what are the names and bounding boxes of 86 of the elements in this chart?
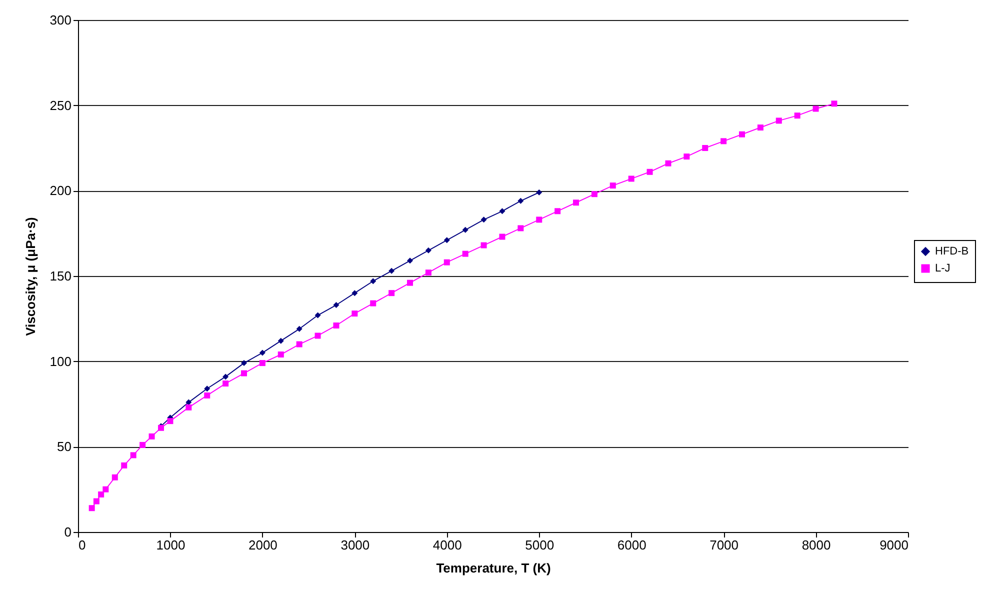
y-tick-label: 50	[57, 439, 72, 454]
point	[296, 341, 302, 348]
point	[462, 226, 468, 233]
point	[259, 350, 266, 356]
point	[259, 360, 266, 366]
y-tick-label: 200	[50, 183, 72, 198]
point	[112, 474, 118, 480]
point	[591, 191, 598, 198]
point	[204, 392, 210, 398]
point	[388, 268, 395, 274]
point	[241, 360, 247, 366]
point	[121, 462, 128, 468]
point	[554, 208, 561, 214]
point	[93, 498, 100, 504]
y-axis-title: Viscosity, μ (μPa·s)	[22, 217, 38, 336]
point	[407, 258, 413, 264]
x-tick-label: 9000	[880, 538, 908, 552]
legend-label: L-J	[935, 262, 950, 274]
x-tick-label: 8000	[802, 538, 831, 552]
point	[518, 225, 524, 232]
point	[444, 237, 450, 244]
point	[536, 189, 542, 196]
point	[610, 182, 616, 189]
point	[757, 124, 764, 131]
x-tick-label: 5000	[525, 538, 554, 552]
point	[314, 332, 321, 339]
point	[352, 310, 358, 317]
y-tick-label: 0	[64, 524, 72, 540]
x-tick-label: 0	[78, 538, 86, 552]
point	[352, 290, 358, 296]
point	[536, 216, 542, 223]
y-tick-label: 100	[50, 354, 72, 369]
point	[812, 106, 819, 112]
point	[278, 338, 284, 344]
point	[102, 486, 109, 492]
point	[130, 452, 136, 458]
point	[480, 216, 487, 223]
point	[222, 380, 229, 387]
point	[370, 300, 376, 306]
point	[425, 270, 432, 276]
point	[499, 234, 506, 240]
point	[370, 278, 376, 284]
x-axis-title: Temperature, T (K)	[436, 560, 551, 576]
point	[794, 112, 800, 119]
y-tick-label: 250	[50, 98, 72, 113]
point	[739, 131, 745, 138]
point	[444, 259, 450, 266]
point	[333, 302, 340, 308]
point	[776, 118, 782, 124]
x-tick-label: 2000	[248, 538, 278, 552]
x-tick-label: 3000	[340, 538, 370, 552]
point	[314, 312, 321, 318]
point	[702, 145, 708, 151]
point	[167, 418, 174, 424]
point	[204, 386, 210, 392]
point	[186, 404, 192, 410]
point	[573, 200, 579, 206]
point	[518, 198, 524, 204]
point	[333, 322, 340, 328]
point	[140, 442, 146, 448]
x-tick-label: 6000	[617, 538, 646, 552]
point	[241, 370, 247, 376]
point	[646, 168, 653, 175]
point	[88, 505, 95, 512]
point	[222, 374, 229, 380]
point	[684, 154, 690, 160]
point	[148, 433, 155, 440]
point	[831, 100, 838, 107]
point	[425, 247, 432, 254]
point	[480, 242, 487, 248]
point	[98, 491, 104, 498]
point	[407, 280, 413, 286]
point	[665, 160, 672, 166]
y-tick-label: 150	[50, 268, 72, 284]
y-tick-label: 300	[50, 12, 72, 28]
legend-label: HFD-B	[935, 246, 969, 258]
x-tick-label: 1000	[156, 538, 186, 552]
point	[720, 138, 727, 144]
point	[628, 176, 634, 182]
point	[388, 290, 395, 296]
point	[499, 208, 506, 214]
point	[462, 250, 468, 257]
point	[296, 326, 302, 332]
x-tick-label: 7000	[710, 538, 739, 552]
x-tick-label: 4000	[432, 538, 462, 552]
point	[278, 352, 284, 358]
